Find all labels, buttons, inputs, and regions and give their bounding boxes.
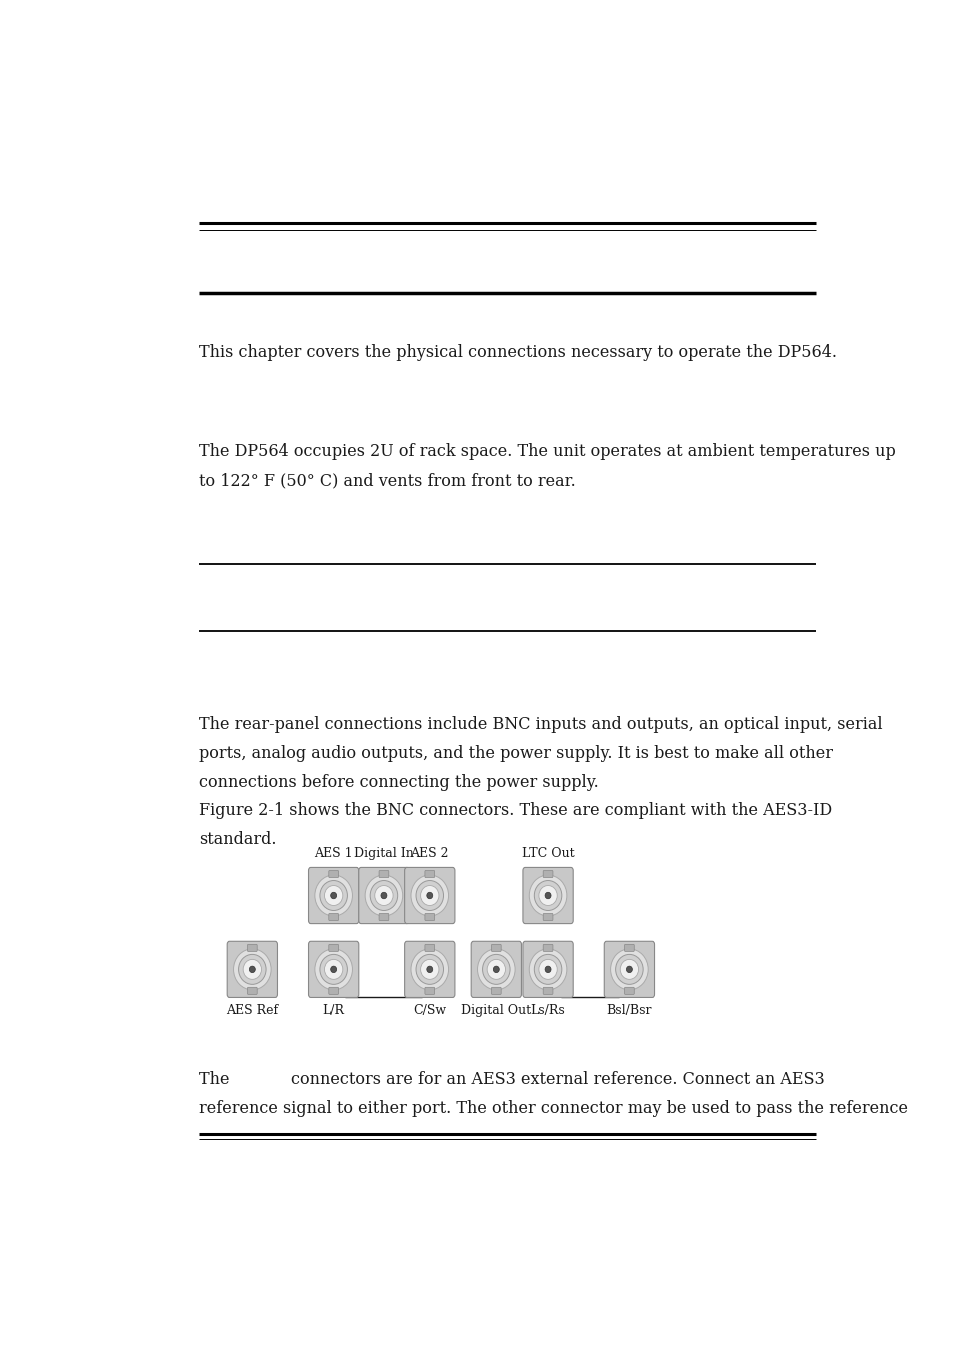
Text: The DP564 occupies 2U of rack space. The unit operates at ambient temperatures u: The DP564 occupies 2U of rack space. The…	[199, 443, 895, 459]
Text: The rear-panel connections include BNC inputs and outputs, an optical input, ser: The rear-panel connections include BNC i…	[199, 716, 882, 732]
Ellipse shape	[314, 948, 352, 990]
FancyBboxPatch shape	[542, 988, 553, 994]
FancyBboxPatch shape	[329, 870, 338, 878]
Ellipse shape	[487, 959, 505, 979]
Text: Digital Out: Digital Out	[460, 1004, 531, 1017]
Ellipse shape	[544, 966, 551, 973]
Ellipse shape	[314, 875, 352, 916]
FancyBboxPatch shape	[308, 867, 358, 924]
Ellipse shape	[477, 948, 515, 990]
Text: Figure 2-1 shows the BNC connectors. These are compliant with the AES3-ID: Figure 2-1 shows the BNC connectors. The…	[199, 802, 831, 819]
Ellipse shape	[319, 954, 347, 985]
FancyBboxPatch shape	[329, 913, 338, 920]
Ellipse shape	[610, 948, 647, 990]
FancyBboxPatch shape	[424, 988, 435, 994]
Ellipse shape	[331, 966, 336, 973]
FancyBboxPatch shape	[329, 988, 338, 994]
Ellipse shape	[544, 892, 551, 898]
Ellipse shape	[416, 954, 443, 985]
Text: connections before connecting the power supply.: connections before connecting the power …	[199, 774, 598, 790]
FancyBboxPatch shape	[247, 988, 257, 994]
Text: AES 1: AES 1	[314, 847, 353, 861]
Text: L/R: L/R	[322, 1004, 344, 1017]
Ellipse shape	[538, 959, 557, 979]
Ellipse shape	[233, 948, 271, 990]
FancyBboxPatch shape	[404, 942, 455, 997]
Ellipse shape	[411, 948, 448, 990]
Ellipse shape	[365, 875, 402, 916]
FancyBboxPatch shape	[624, 944, 634, 951]
FancyBboxPatch shape	[542, 913, 553, 920]
Text: Ls/Rs: Ls/Rs	[530, 1004, 565, 1017]
Ellipse shape	[619, 959, 638, 979]
Ellipse shape	[534, 954, 561, 985]
Text: Bsl/Bsr: Bsl/Bsr	[606, 1004, 652, 1017]
Ellipse shape	[324, 959, 342, 979]
FancyBboxPatch shape	[522, 867, 573, 924]
FancyBboxPatch shape	[603, 942, 654, 997]
FancyBboxPatch shape	[247, 944, 257, 951]
Text: AES Ref: AES Ref	[226, 1004, 278, 1017]
Ellipse shape	[538, 885, 557, 905]
Ellipse shape	[380, 892, 387, 898]
FancyBboxPatch shape	[542, 870, 553, 878]
Ellipse shape	[370, 881, 397, 911]
Ellipse shape	[238, 954, 266, 985]
Text: standard.: standard.	[199, 831, 276, 848]
FancyBboxPatch shape	[522, 942, 573, 997]
Ellipse shape	[319, 881, 347, 911]
Ellipse shape	[426, 966, 433, 973]
Ellipse shape	[529, 948, 566, 990]
Text: Digital In: Digital In	[354, 847, 414, 861]
Text: ports, analog audio outputs, and the power supply. It is best to make all other: ports, analog audio outputs, and the pow…	[199, 744, 832, 762]
Ellipse shape	[420, 885, 438, 905]
FancyBboxPatch shape	[358, 867, 409, 924]
Text: AES 2: AES 2	[410, 847, 449, 861]
FancyBboxPatch shape	[491, 944, 500, 951]
Text: LTC Out: LTC Out	[521, 847, 574, 861]
Ellipse shape	[249, 966, 255, 973]
FancyBboxPatch shape	[378, 870, 389, 878]
Ellipse shape	[331, 892, 336, 898]
FancyBboxPatch shape	[404, 867, 455, 924]
Ellipse shape	[482, 954, 510, 985]
Ellipse shape	[375, 885, 393, 905]
Ellipse shape	[529, 875, 566, 916]
Ellipse shape	[243, 959, 261, 979]
FancyBboxPatch shape	[329, 944, 338, 951]
FancyBboxPatch shape	[491, 988, 500, 994]
Ellipse shape	[534, 881, 561, 911]
FancyBboxPatch shape	[542, 944, 553, 951]
Text: This chapter covers the physical connections necessary to operate the DP564.: This chapter covers the physical connect…	[199, 345, 836, 361]
Ellipse shape	[416, 881, 443, 911]
Text: reference signal to either port. The other connector may be used to pass the ref: reference signal to either port. The oth…	[199, 1101, 907, 1117]
Ellipse shape	[626, 966, 632, 973]
FancyBboxPatch shape	[424, 870, 435, 878]
Ellipse shape	[426, 892, 433, 898]
Ellipse shape	[493, 966, 498, 973]
FancyBboxPatch shape	[227, 942, 277, 997]
Text: The            connectors are for an AES3 external reference. Connect an AES3: The connectors are for an AES3 external …	[199, 1071, 824, 1089]
Ellipse shape	[615, 954, 642, 985]
Ellipse shape	[411, 875, 448, 916]
FancyBboxPatch shape	[424, 944, 435, 951]
FancyBboxPatch shape	[471, 942, 521, 997]
FancyBboxPatch shape	[624, 988, 634, 994]
Ellipse shape	[420, 959, 438, 979]
FancyBboxPatch shape	[308, 942, 358, 997]
FancyBboxPatch shape	[424, 913, 435, 920]
Ellipse shape	[324, 885, 342, 905]
Text: to 122° F (50° C) and vents from front to rear.: to 122° F (50° C) and vents from front t…	[199, 471, 576, 489]
FancyBboxPatch shape	[378, 913, 389, 920]
Text: C/Sw: C/Sw	[413, 1004, 446, 1017]
